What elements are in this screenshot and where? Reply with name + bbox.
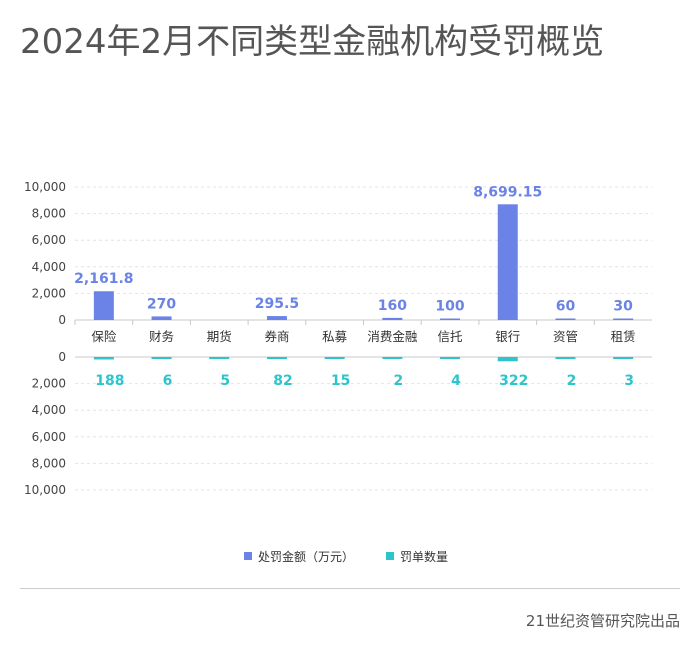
axis-ticks: 0 2,000 4,000 6,000 8,000 10,000 0 2,000 4,000 6,… [24,180,66,497]
data-labels: 2,161.8 188 270 6 5 295.5 82 15 160 2 100 4 8,699.15… [74,184,634,389]
count-bar [266,357,287,359]
legend-swatch-count [386,552,394,560]
category-label: 资管 [553,329,578,344]
amount-value-label: 295.5 [255,296,299,312]
legend-label-count: 罚单数量 [400,549,448,564]
chart-title: 2024年2月不同类型金融机构受罚概览 [20,22,605,62]
y-tick-label: 8,000 [32,207,66,221]
amount-value-label: 30 [613,299,633,315]
count-value-label: 2 [393,373,403,389]
category-label: 期货 [207,329,232,344]
amount-value-label: 60 [556,299,576,315]
count-bar [382,357,403,359]
category-label: 信托 [438,329,463,344]
amount-bar [266,316,287,320]
y-tick-label: 6,000 [32,233,66,247]
amount-bar [382,317,403,320]
y-tick-label: 10,000 [24,483,66,497]
category-label: 财务 [149,329,174,344]
count-value-label: 3 [624,373,634,389]
y-tick-label: 0 [58,313,66,327]
y-tick-label: 10,000 [24,180,66,194]
amount-value-label: 2,161.8 [74,271,133,287]
source-credit: 21世纪资管研究院出品 [525,612,680,630]
amount-bar [613,318,634,320]
count-bar [440,357,461,359]
count-bars [93,357,634,362]
y-tick-label: 2,000 [32,286,66,300]
count-bar [555,357,576,359]
category-label: 保险 [91,329,117,344]
category-labels: 保险 财务 期货 券商 私募 消费金融 信托 银行 资管 租赁 [74,320,636,344]
amount-bar [151,316,172,320]
amount-bar [497,204,518,320]
category-label: 私募 [322,329,348,344]
count-bar [209,357,230,359]
count-value-label: 15 [331,373,350,389]
category-label: 银行 [495,329,520,344]
amount-bar [555,318,576,320]
count-bar [324,357,345,359]
bottom-grid [75,356,652,491]
category-label: 租赁 [611,329,636,344]
count-bar [93,357,114,360]
count-bar [151,357,172,359]
count-value-label: 82 [273,373,292,389]
category-label: 券商 [264,329,289,344]
y-tick-label: 2,000 [32,377,66,391]
legend-swatch-amount [244,552,252,560]
amount-bar [440,318,461,320]
amount-value-label: 270 [147,296,176,312]
legend: 处罚金额（万元） 罚单数量 [244,549,448,564]
amount-value-label: 8,699.15 [473,184,542,200]
count-value-label: 6 [163,373,173,389]
amount-bars [93,204,634,320]
count-value-label: 2 [567,373,577,389]
legend-label-amount: 处罚金额（万元） [258,549,354,564]
chart: 2,161.8 188 270 6 5 295.5 82 15 160 2 100 4 8,699.15… [24,180,652,564]
y-tick-label: 4,000 [32,260,66,274]
amount-value-label: 160 [378,298,407,314]
amount-bar [93,291,114,320]
count-value-label: 188 [95,373,124,389]
count-bar [613,357,634,359]
count-value-label: 4 [451,373,461,389]
count-value-label: 322 [499,373,528,389]
count-bar [497,357,518,362]
amount-value-label: 100 [435,299,464,315]
category-label: 消费金融 [367,329,418,344]
y-tick-label: 6,000 [32,430,66,444]
y-tick-label: 0 [58,350,66,364]
y-tick-label: 4,000 [32,403,66,417]
y-tick-label: 8,000 [32,456,66,470]
footer-divider [20,588,680,589]
count-value-label: 5 [220,373,230,389]
